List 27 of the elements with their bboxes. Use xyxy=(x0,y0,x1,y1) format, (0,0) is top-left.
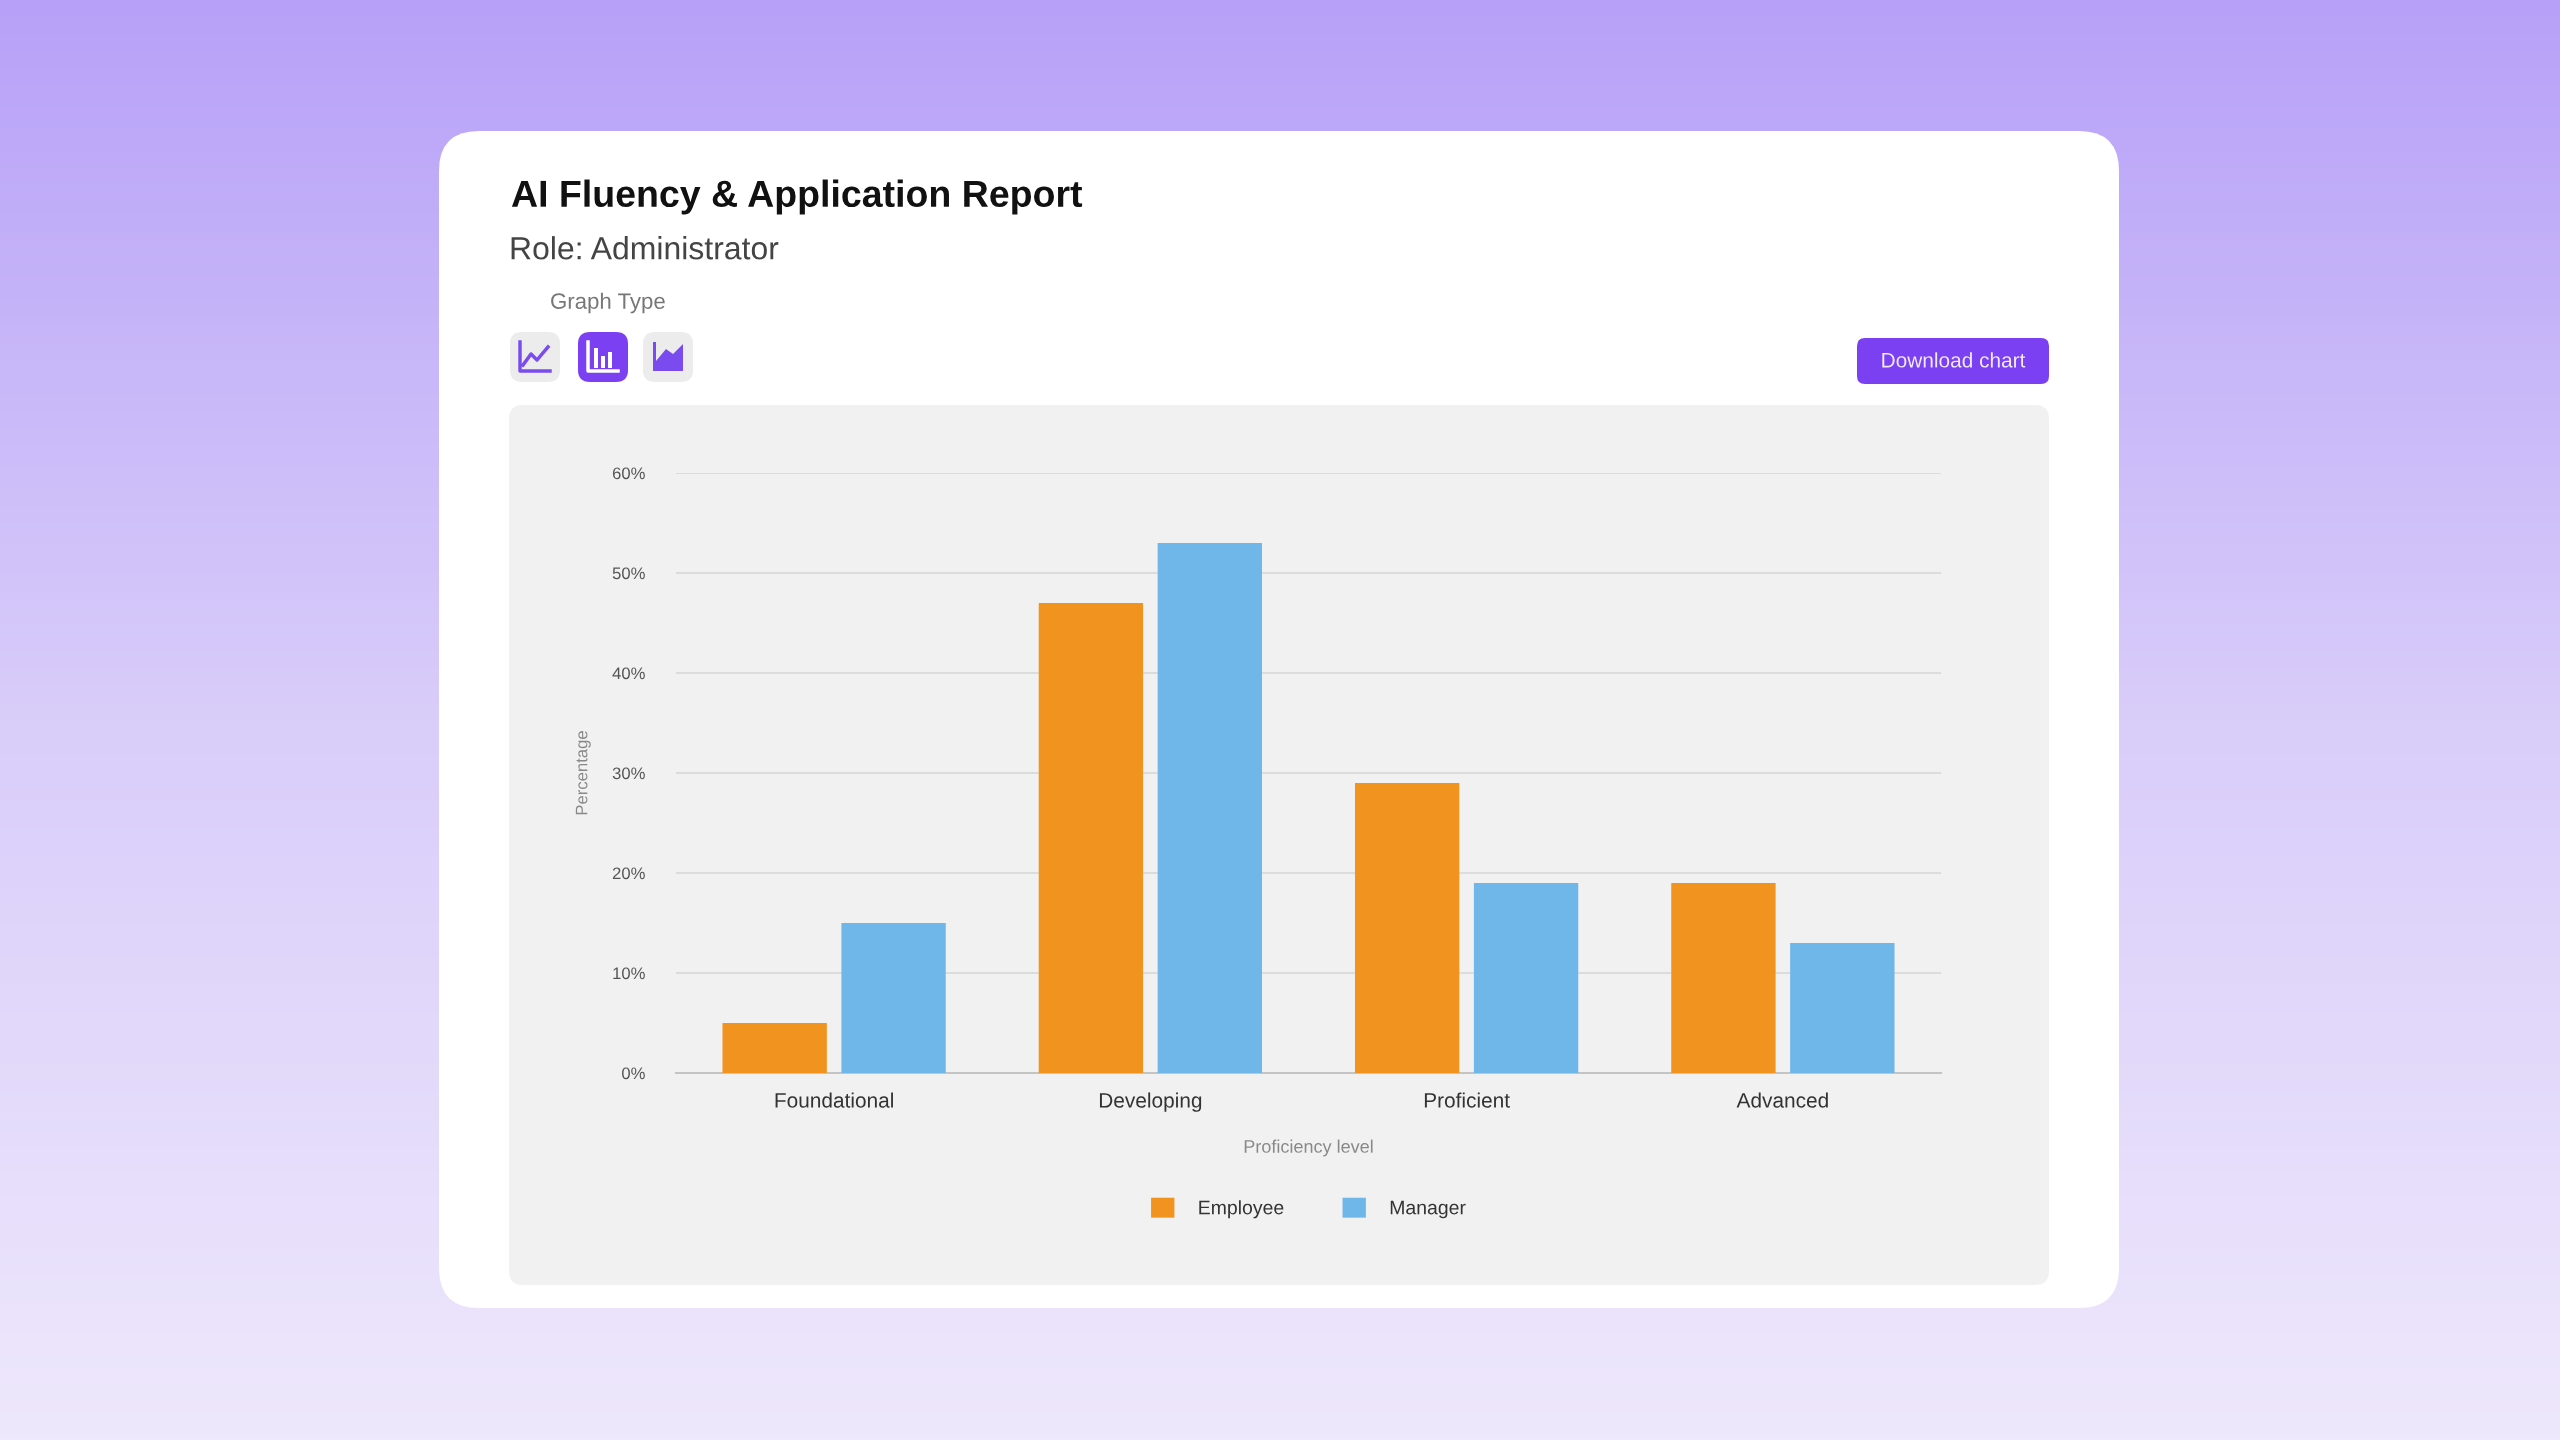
bar xyxy=(1038,603,1144,1073)
y-tick-label: 20% xyxy=(612,867,645,880)
x-tick-label: Foundational xyxy=(775,1092,893,1108)
legend-label: Employee xyxy=(1199,1200,1284,1219)
bar xyxy=(1354,783,1460,1073)
bar xyxy=(1473,883,1579,1073)
text: Graph Type xyxy=(551,292,665,314)
y-tick-label: 10% xyxy=(613,967,645,980)
bar xyxy=(841,923,946,1073)
text: Download chart xyxy=(1882,352,2026,368)
bar xyxy=(1157,543,1263,1073)
y-tick-label: 0% xyxy=(622,1067,645,1080)
x-tick-label: Developing xyxy=(1099,1092,1202,1112)
chart-subtitle: Role: Administrator xyxy=(511,236,779,260)
y-axis-title: Percentage xyxy=(575,731,591,815)
bar xyxy=(1790,943,1895,1073)
y-tick-label: 40% xyxy=(612,667,645,680)
x-tick-label: Proficient xyxy=(1424,1092,1510,1108)
y-tick-label: 30% xyxy=(612,767,645,780)
x-axis-title: Proficiency level xyxy=(1244,1139,1373,1157)
bar xyxy=(1671,883,1776,1073)
bar xyxy=(722,1023,827,1073)
x-tick-label: Advanced xyxy=(1736,1092,1828,1108)
y-tick-label: 50% xyxy=(612,567,645,580)
y-tick-label: 60% xyxy=(612,467,645,480)
chart-title: AI Fluency & Application Report xyxy=(511,179,1083,215)
legend-label: Manager xyxy=(1390,1200,1466,1219)
